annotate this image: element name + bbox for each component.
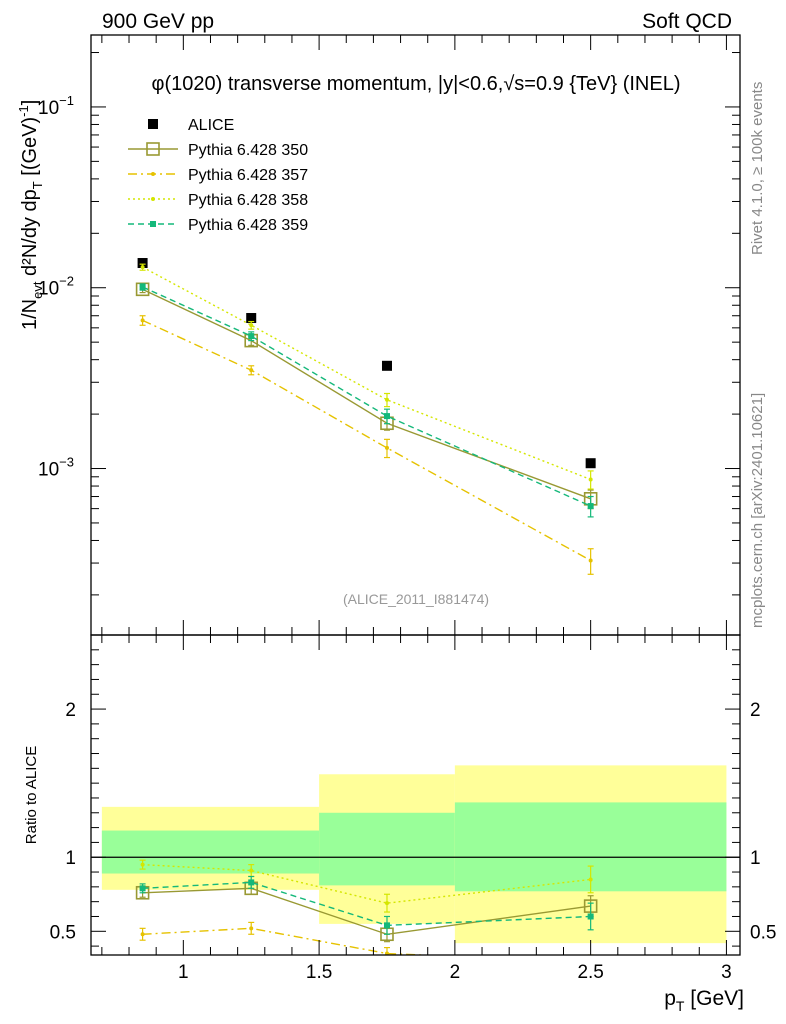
main-series-p358: [139, 263, 594, 490]
legend-label-alice: ALICE: [188, 117, 234, 134]
main-point-p359-3: [587, 503, 594, 510]
main-ytick-mantissa: 10: [38, 460, 59, 481]
main-point-p358-0: [140, 265, 145, 270]
main-ytick-exponent: −2: [59, 274, 74, 289]
main-ytick-label: 10−3: [38, 455, 74, 481]
main-y-axis-label: 1/Nevt d²N/dy dpT [(GeV)-1]: [16, 100, 45, 330]
ratio-point-p357-2: [384, 951, 389, 955]
analysis-watermark: (ALICE_2011_I881474): [343, 591, 489, 607]
ratio-ytick-label-right: 0.5: [750, 922, 776, 943]
header-category: Soft QCD: [642, 10, 732, 33]
legend-marker-p357: [151, 172, 155, 176]
main-ytick-exponent: −1: [59, 93, 74, 108]
ylabel-part-unit: [(GeV): [19, 117, 41, 176]
ratio-series-p359: [139, 875, 594, 935]
ratio-series-p358: [139, 859, 594, 913]
main-point-p357-3: [588, 558, 593, 563]
main-point-p359-0: [139, 283, 146, 290]
ratio-band-inner-0: [101, 830, 320, 874]
ratio-ytick-label-left: 2: [65, 700, 76, 721]
main-point-alice-3: [585, 458, 596, 469]
ratio-plot-frame: [90, 634, 741, 956]
main-point-alice-2: [381, 360, 392, 371]
ratio-xtick-label: 1: [178, 962, 189, 983]
legend-label-p359: Pythia 6.428 359: [188, 217, 308, 234]
main-point-p357-0: [140, 318, 145, 323]
legend-marker-p358: [151, 197, 155, 201]
ratio-xtick-label: 2: [450, 962, 461, 983]
main-ytick-label: 10−1: [38, 93, 74, 119]
main-ytick-mantissa: 10: [38, 98, 59, 119]
main-point-alice-0: [137, 258, 148, 269]
main-series-p357: [139, 315, 594, 575]
svg-text:1/Nevt d²N/dy dpT [(GeV)-1]: 1/Nevt d²N/dy dpT [(GeV)-1]: [16, 100, 45, 330]
ratio-point-p359-3: [587, 913, 594, 920]
ylabel-part-evt: evt: [30, 281, 45, 299]
ratio-line-p359: [142, 881, 591, 927]
ratio-point-p358-2: [384, 901, 389, 906]
legend-marker-p350: [146, 142, 160, 156]
legend: ALICE Pythia 6.428 350 Pythia 6.428 357 Pyt…: [128, 117, 308, 234]
ylabel-part-close: ]: [19, 100, 41, 106]
main-series-p350: [135, 282, 598, 510]
legend-marker-alice: [148, 119, 158, 129]
main-series-alice: [137, 258, 596, 469]
xlabel-part-T: T: [676, 998, 685, 1014]
ratio-line-p358: [142, 863, 591, 904]
main-point-p359-2: [383, 413, 390, 420]
main-point-p358-1: [249, 323, 254, 328]
ratio-line-p350: [142, 887, 591, 935]
main-line-p357: [142, 319, 591, 562]
x-axis-label: pT [GeV]: [664, 987, 744, 1014]
main-point-p358-2: [384, 397, 389, 402]
legend-label-p350: Pythia 6.428 350: [188, 142, 308, 159]
header-energy: 900 GeV pp: [102, 10, 214, 33]
rivet-label: Rivet 4.1.0, ≥ 100k events: [749, 82, 766, 255]
main-line-p358: [142, 266, 591, 481]
main-ytick-exponent: −3: [59, 455, 74, 470]
ratio-point-p359-2: [383, 922, 390, 929]
ratio-point-p357-0: [140, 932, 145, 937]
ratio-y-axis-label: Ratio to ALICE: [23, 746, 40, 844]
ratio-xtick-label: 1.5: [306, 962, 332, 983]
ratio-point-p358-1: [249, 868, 254, 873]
plot-title: φ(1020) transverse momentum, |y|<0.6,√s=…: [151, 73, 680, 95]
ratio-ytick-label-right: 2: [750, 700, 761, 721]
main-point-p358-3: [588, 477, 593, 482]
legend-label-p358: Pythia 6.428 358: [188, 192, 308, 209]
main-series-p359: [139, 283, 594, 518]
main-line-p350: [142, 288, 591, 500]
ylabel-part-rest: d²N/dy dp: [19, 189, 41, 276]
ratio-point-p358-0: [140, 862, 145, 867]
ratio-ytick-label-left: 0.5: [50, 922, 76, 943]
xlabel-part-p: p: [664, 987, 676, 1010]
ylabel-part-T: T: [30, 181, 45, 189]
xlabel-part-unit: [GeV]: [690, 987, 744, 1010]
ratio-xtick-label: 3: [721, 962, 732, 983]
ratio-band-inner-1: [319, 812, 455, 886]
ratio-ytick-label-right: 1: [750, 848, 761, 869]
ratio-point-p358-3: [588, 877, 593, 882]
main-ytick-label: 10−2: [38, 274, 74, 300]
ylabel-part-exp: -1: [16, 105, 31, 117]
ratio-xtick-label: 2.5: [577, 962, 603, 983]
ratio-point-p359-1: [248, 879, 255, 886]
ylabel-part-main: 1/N: [19, 299, 41, 330]
main-ytick-mantissa: 10: [38, 279, 59, 300]
mcplots-label: mcplots.cern.ch [arXiv:2401.10621]: [749, 393, 766, 628]
main-point-p359-1: [248, 333, 255, 340]
legend-marker-p359: [150, 221, 156, 227]
main-point-p357-2: [384, 445, 389, 450]
main-point-p357-1: [249, 368, 254, 373]
legend-label-p357: Pythia 6.428 357: [188, 167, 308, 184]
main-point-alice-1: [246, 313, 257, 324]
ratio-point-p359-0: [139, 885, 146, 892]
ratio-point-p357-1: [249, 926, 254, 931]
ratio-ytick-label-left: 1: [65, 848, 76, 869]
